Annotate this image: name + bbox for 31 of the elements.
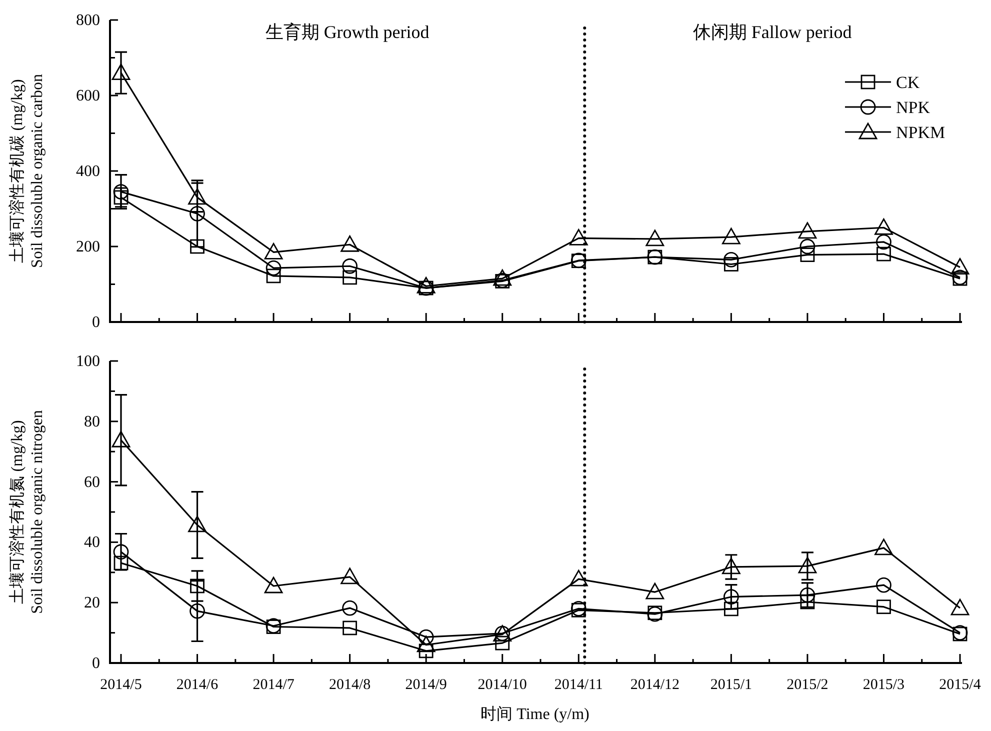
y-axis-title: 土壤可溶性有机氮 (mg/kg) Soil dissoluble organic nitrogen xyxy=(8,410,46,614)
x-tick-label: 2014/10 xyxy=(478,677,527,693)
x-tick-label: 2015/3 xyxy=(862,677,905,693)
x-tick-label: 2014/12 xyxy=(630,677,680,693)
y-tick-label: 60 xyxy=(84,474,100,491)
x-tick-label: 2014/11 xyxy=(554,677,603,693)
x-tick-label: 2014/9 xyxy=(405,677,447,693)
x-tick-label: 2015/4 xyxy=(939,677,982,693)
annotation: 休闲期 Fallow period xyxy=(692,22,852,42)
annotation: 生育期 Growth period xyxy=(265,22,430,42)
y-tick-label: 600 xyxy=(76,88,100,104)
y-tick-label: 20 xyxy=(84,594,100,612)
legend-label: NPK xyxy=(896,98,931,117)
x-tick-label: 2015/1 xyxy=(710,677,752,693)
y-tick-label: 100 xyxy=(76,353,100,370)
legend-label: NPKM xyxy=(896,123,946,142)
x-tick-label: 2015/2 xyxy=(786,677,828,693)
y-tick-label: 40 xyxy=(84,534,100,552)
x-tick-label: 2014/8 xyxy=(328,677,371,693)
x-tick-label: 2014/5 xyxy=(100,677,142,693)
x-axis-title: 时间 Time (y/m) xyxy=(480,705,590,723)
y-tick-label: 0 xyxy=(92,655,100,672)
y-tick-label: 800 xyxy=(76,12,100,29)
x-tick-label: 2014/7 xyxy=(252,677,295,693)
y-tick-label: 200 xyxy=(76,238,100,256)
y-axis-title: 土壤可溶性有机碳 (mg/kg) Soil dissoluble organic carbon xyxy=(8,74,46,268)
x-tick-label: 2014/6 xyxy=(176,677,219,693)
y-tick-label: 400 xyxy=(76,163,100,180)
y-tick-label: 80 xyxy=(84,413,100,430)
legend-label: CK xyxy=(896,73,920,92)
y-tick-label: 0 xyxy=(92,314,100,331)
